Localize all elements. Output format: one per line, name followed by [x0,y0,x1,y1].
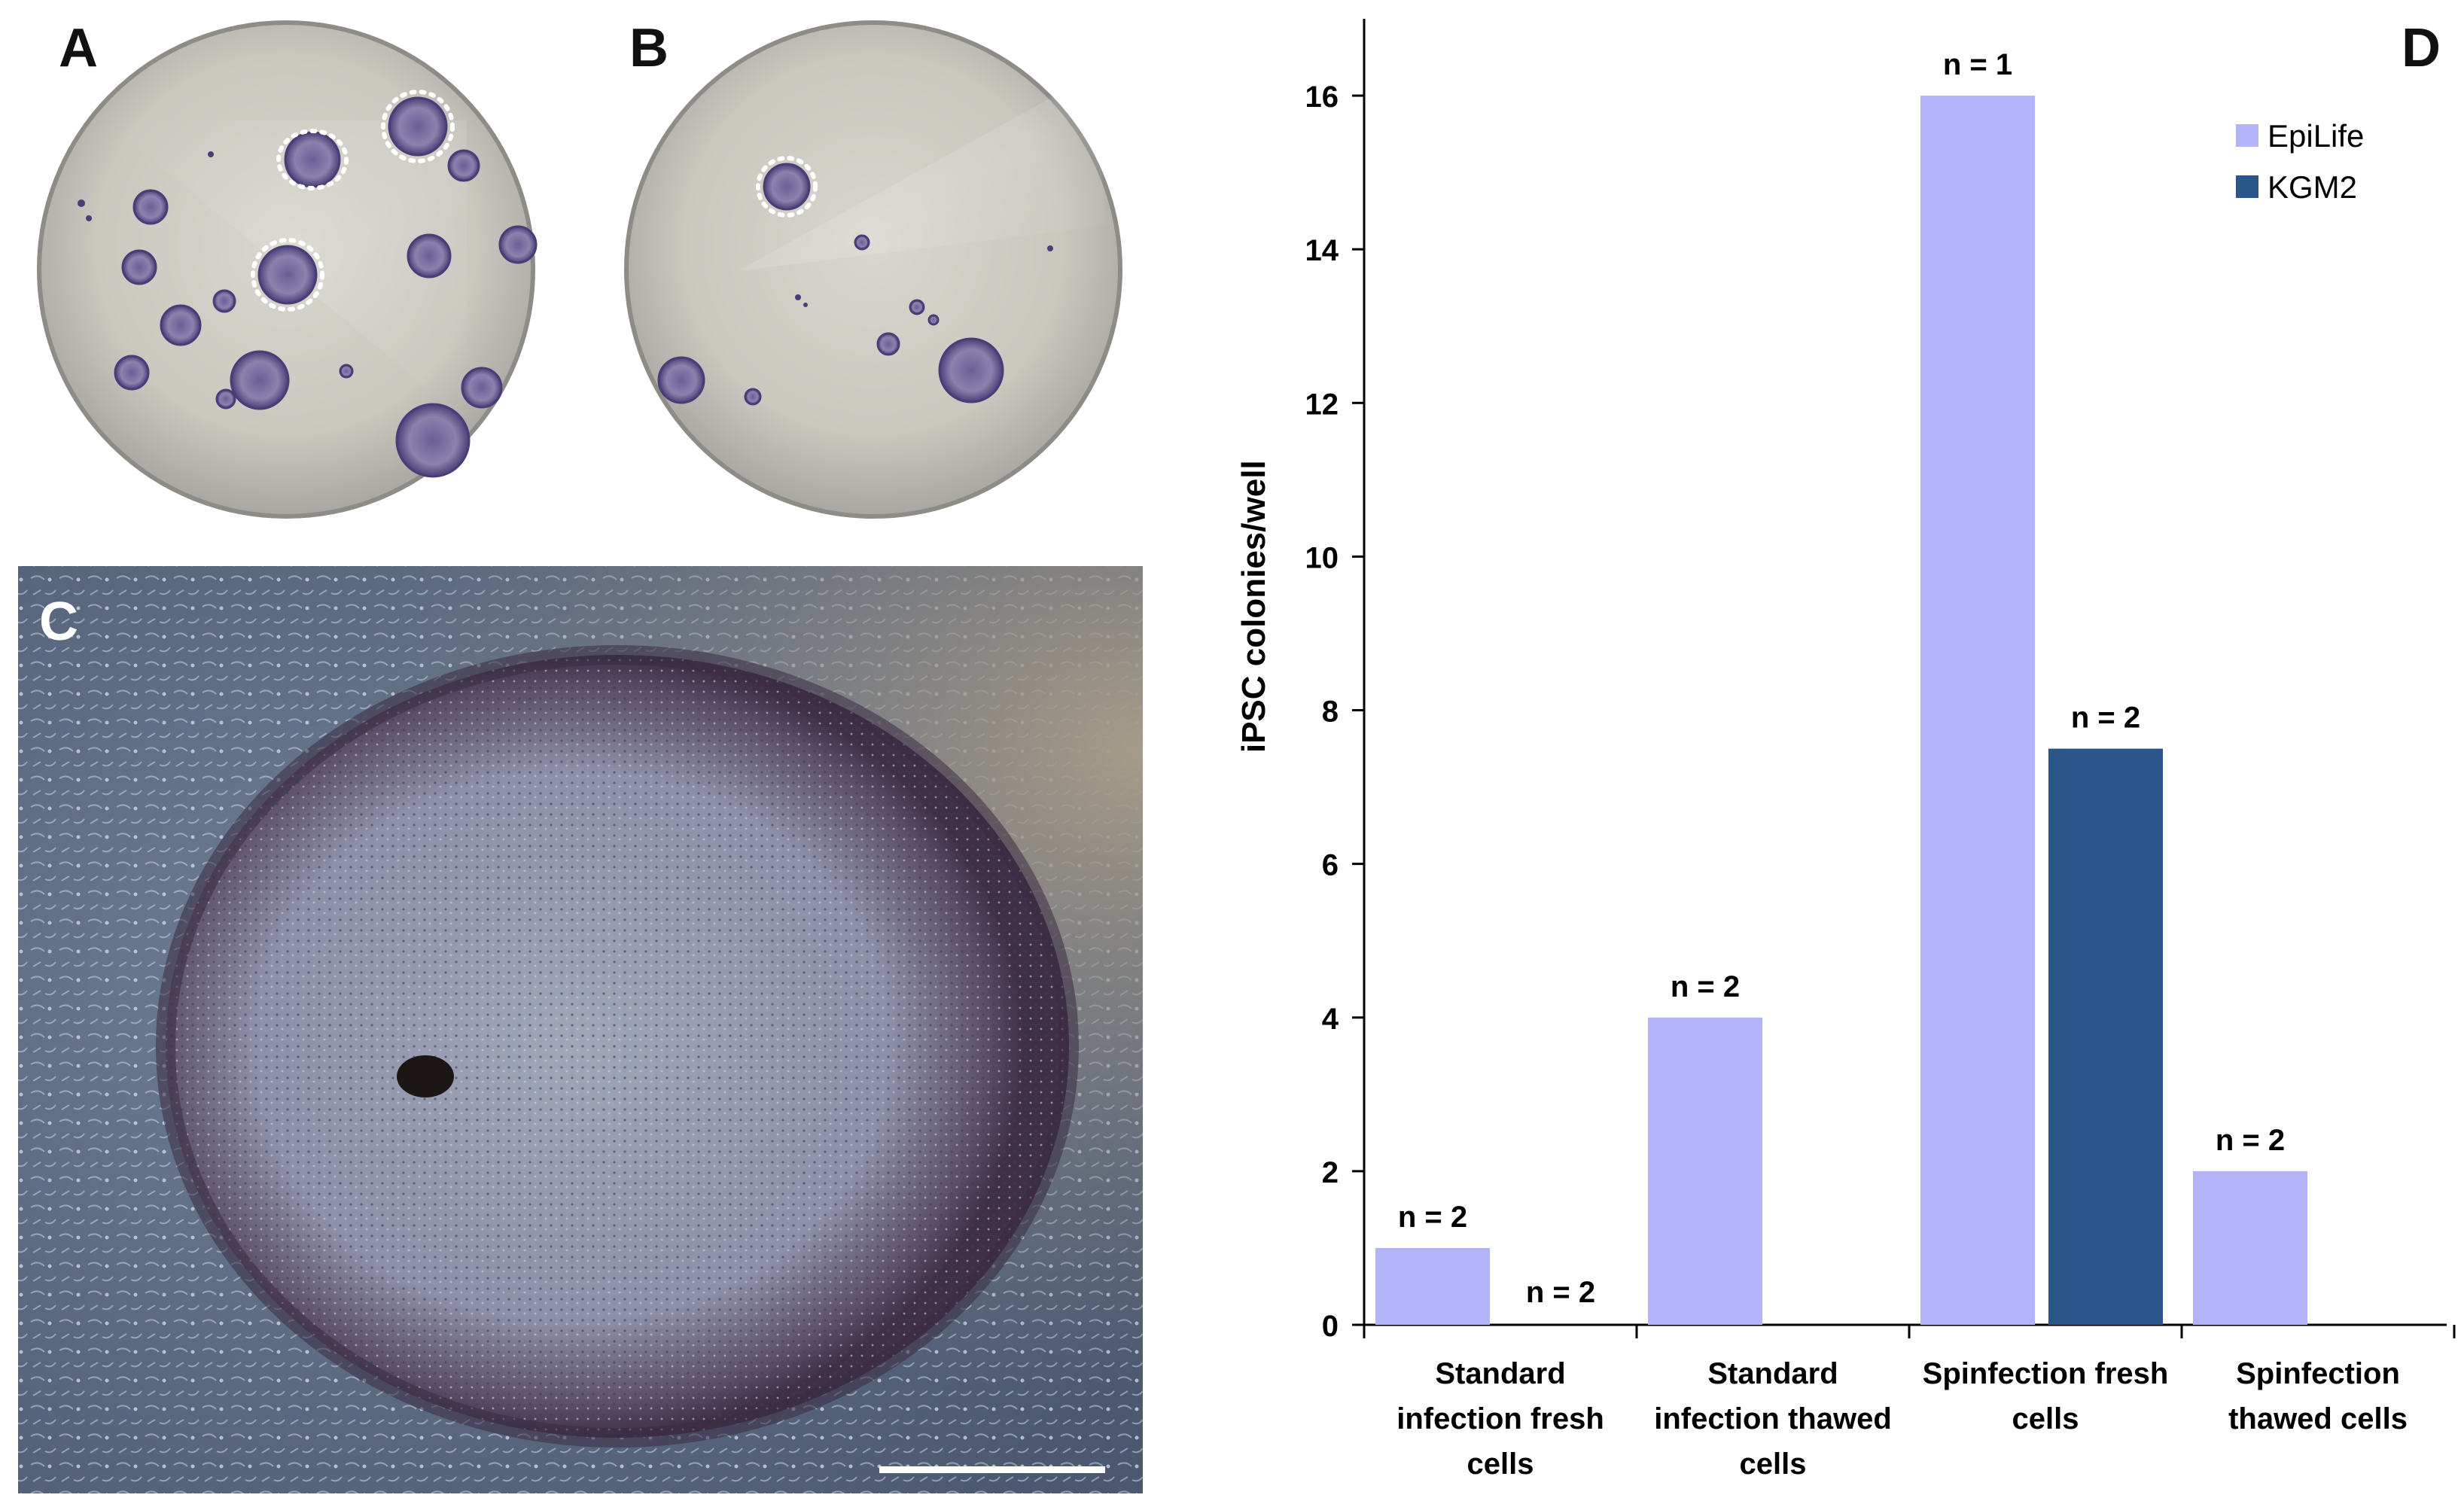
y-tick-label: 0 [1322,1310,1339,1343]
bar-kgm2-2 [2048,748,2163,1325]
y-axis-title: iPSC colonies/well [1235,460,1272,753]
x-category-label: cells [1467,1448,1534,1481]
bar-epilife-2 [1920,96,2035,1325]
y-tick-label: 6 [1322,849,1339,882]
panel-label-b: B [629,18,669,78]
panel-label-c: C [39,592,78,652]
y-tick-label: 4 [1322,1003,1339,1036]
panel-label-d: D [2402,18,2441,78]
bar-annotation: n = 2 [1526,1276,1595,1309]
dish-a-image [37,20,538,519]
x-category-label: thawed cells [2228,1402,2408,1435]
bar-epilife-0 [1375,1247,1490,1325]
micrograph-c-image [18,566,1143,1493]
y-tick-label: 8 [1322,696,1339,729]
bar-annotation: n = 2 [1398,1201,1467,1234]
y-tick-label: 2 [1322,1156,1339,1189]
y-tick-label: 14 [1305,234,1339,267]
x-category-label: Standard [1435,1357,1565,1390]
x-category-label: Spinfection fresh [1923,1357,2169,1390]
legend-swatch-epilife [2236,124,2258,147]
bar-annotation: n = 1 [1943,48,2012,81]
bar-annotation: n = 2 [1671,970,1740,1003]
legend-label-epilife: EpiLife [2268,118,2364,154]
x-category-label: infection fresh [1396,1402,1604,1435]
bar-epilife-3 [2193,1171,2307,1325]
bar-annotation: n = 2 [2216,1124,2285,1157]
x-category-label: Standard [1707,1357,1838,1390]
y-tick-label: 10 [1305,541,1339,574]
scale-bar [879,1466,1105,1473]
x-category-label: infection thawed [1654,1402,1892,1435]
bar-chart: 0 2 4 6 8 10 12 14 16 n = 2 n = 2 n = 2 n = 1 n = 2 n… [1235,19,2456,1481]
legend-swatch-kgm2 [2236,175,2258,198]
panel-label-a: A [59,18,98,78]
dish-b-image [624,20,1122,519]
x-category-label: Spinfection [2236,1357,2400,1390]
bar-epilife-1 [1648,1017,1762,1325]
y-tick-label: 16 [1305,81,1339,114]
x-category-label: cells [1740,1448,1807,1481]
bar-annotation: n = 2 [2071,702,2140,735]
y-tick-label: 12 [1305,388,1339,421]
legend: EpiLife KGM2 [2236,118,2364,205]
x-category-label: cells [2012,1402,2079,1435]
legend-label-kgm2: KGM2 [2268,169,2357,205]
